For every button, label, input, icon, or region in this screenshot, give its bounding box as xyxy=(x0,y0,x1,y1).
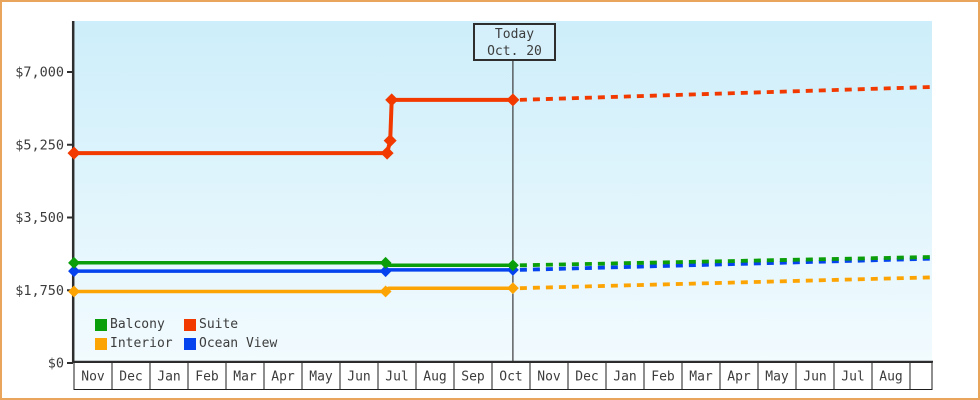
projection-line-balcony xyxy=(519,255,933,268)
series-marker-suite xyxy=(383,134,397,148)
legend-label-suite: Suite xyxy=(199,317,239,332)
x-axis-month-cell xyxy=(377,362,417,390)
x-axis-month-label: Dec xyxy=(575,370,598,385)
suite-swatch-icon xyxy=(184,318,196,331)
y-axis-tick-label: $3,500 xyxy=(15,210,64,226)
series-marker-balcony xyxy=(506,259,519,272)
legend-item-ocean-view: Ocean View xyxy=(184,334,277,353)
legend-label-interior: Interior xyxy=(110,336,173,351)
series-marker-interior xyxy=(506,282,519,295)
x-axis-month-label: Jan xyxy=(613,370,636,385)
x-axis-month-label: Mar xyxy=(233,370,257,385)
x-axis-month-label: Jan xyxy=(157,370,180,385)
y-axis-tick-label: $1,750 xyxy=(15,283,64,299)
series-line-ocean-view xyxy=(74,268,513,273)
x-axis-month-label: Jul xyxy=(841,370,864,385)
x-axis-month-cell xyxy=(567,362,607,390)
x-axis-month-cell xyxy=(453,362,493,390)
interior-swatch-icon xyxy=(95,337,107,350)
x-axis-month-label: Feb xyxy=(195,370,219,385)
today-annotation-box: Today Oct. 20 xyxy=(473,23,556,61)
x-axis-month-label: Apr xyxy=(727,370,751,385)
balcony-swatch-icon xyxy=(95,318,107,331)
x-axis-month-cell xyxy=(643,362,683,390)
legend-item-balcony: Balcony xyxy=(95,315,184,334)
legend-item-interior: Interior xyxy=(95,334,184,353)
y-axis-tick-label: $0 xyxy=(48,356,64,372)
series-marker-interior xyxy=(379,285,392,298)
x-axis-month-cell xyxy=(795,362,835,390)
x-axis-month-label: Oct xyxy=(499,370,522,385)
x-axis-month-label: Jun xyxy=(347,370,370,385)
x-axis-month-cell xyxy=(301,362,341,390)
x-axis-month-cell xyxy=(339,362,379,390)
x-axis-month-cell xyxy=(529,362,569,390)
legend-item-suite: Suite xyxy=(184,315,277,334)
x-axis-month-label: Feb xyxy=(651,370,675,385)
x-axis-month-label: May xyxy=(309,370,333,385)
ocean-view-swatch-icon xyxy=(184,337,196,350)
projection-line-suite xyxy=(519,85,933,102)
x-axis-month-label: Apr xyxy=(271,370,295,385)
x-axis-month-cell xyxy=(149,362,189,390)
x-axis-month-label: Jun xyxy=(803,370,826,385)
today-annotation-line2: Oct. 20 xyxy=(487,44,542,59)
series-marker-balcony xyxy=(68,256,80,269)
x-axis-month-label: Mar xyxy=(689,370,713,385)
x-axis-month-label: Nov xyxy=(537,370,561,385)
x-axis-empty-cell xyxy=(909,362,933,390)
today-annotation-line1: Today xyxy=(494,27,535,42)
y-axis-tick-label: $5,250 xyxy=(15,137,64,153)
y-axis-tick-label: $7,000 xyxy=(15,65,64,81)
series-marker-suite xyxy=(380,146,394,160)
x-axis-month-label: Nov xyxy=(81,370,105,385)
x-axis-month-label: Jul xyxy=(385,370,408,385)
x-axis-month-cell xyxy=(73,362,113,390)
x-axis-month-label: Sep xyxy=(461,370,485,385)
projection-line-interior xyxy=(519,275,933,291)
projection-line-ocean-view xyxy=(519,256,933,272)
series-marker-ocean-view xyxy=(379,265,392,278)
legend-label-ocean-view: Ocean View xyxy=(199,336,278,351)
series-marker-balcony xyxy=(379,256,392,269)
x-axis-month-cell xyxy=(757,362,797,390)
series-marker-suite xyxy=(385,93,399,107)
x-axis-month-label: Aug xyxy=(423,370,446,385)
legend: Balcony Suite Interior Ocean View xyxy=(95,315,277,353)
legend-label-balcony: Balcony xyxy=(110,317,165,332)
x-axis-month-label: Aug xyxy=(879,370,902,385)
x-axis-month-label: May xyxy=(765,370,789,385)
x-axis-month-label: Dec xyxy=(119,370,142,385)
x-axis-month-cell xyxy=(415,362,455,390)
plot-area xyxy=(74,21,932,363)
